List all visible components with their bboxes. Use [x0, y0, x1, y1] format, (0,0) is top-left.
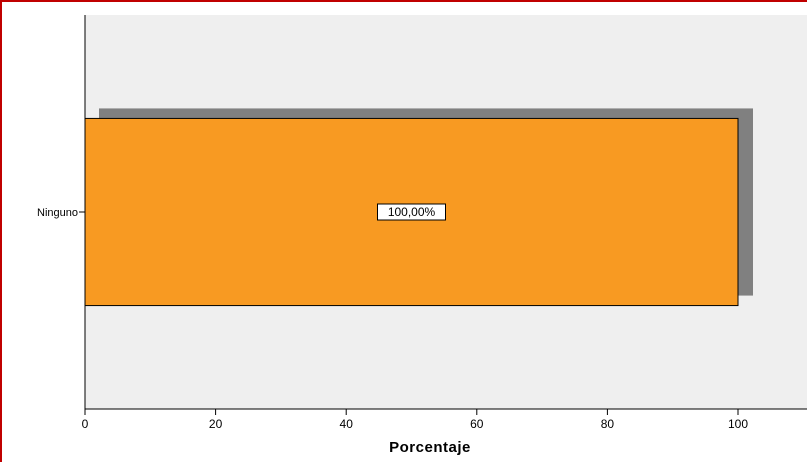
data-label: 100,00%	[388, 205, 436, 219]
x-tick-label: 60	[470, 417, 484, 431]
data-label-box	[377, 203, 446, 221]
x-tick-label: 40	[340, 417, 354, 431]
x-axis-title: Porcentaje	[389, 439, 471, 456]
category-label: Ninguno	[37, 207, 78, 219]
x-tick-label: 100	[728, 417, 748, 431]
x-tick-label: 80	[601, 417, 615, 431]
x-tick-label: 20	[209, 417, 223, 431]
x-tick-label: 0	[82, 417, 89, 431]
